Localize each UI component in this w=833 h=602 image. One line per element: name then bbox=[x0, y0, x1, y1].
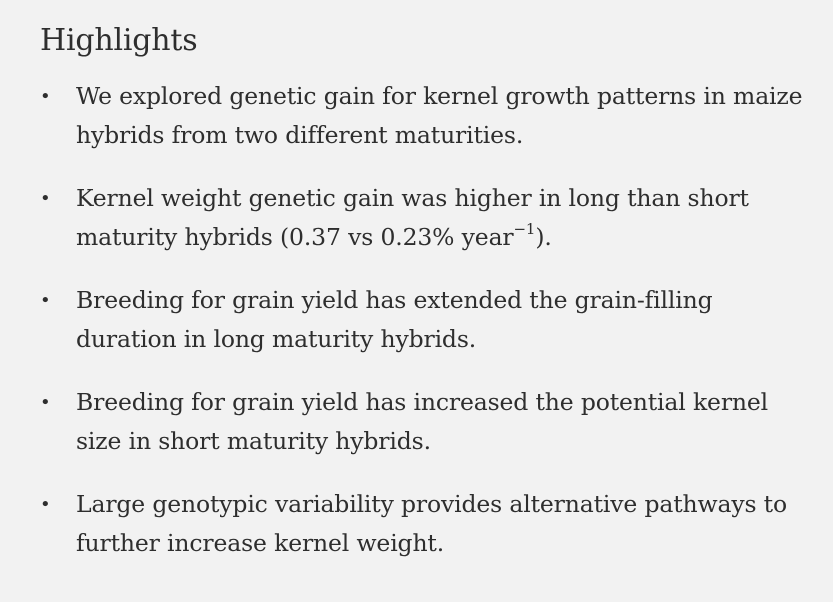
highlights-list: • We explored genetic gain for kernel gr… bbox=[40, 77, 813, 563]
list-item-text: Large genotypic variability provides alt… bbox=[76, 490, 787, 557]
section-title: Highlights bbox=[40, 23, 198, 58]
list-item: • Breeding for grain yield has extended … bbox=[40, 281, 813, 359]
list-item: • Large genotypic variability provides a… bbox=[40, 485, 813, 563]
superscript: −1 bbox=[513, 220, 536, 239]
bullet-icon: • bbox=[40, 494, 51, 515]
list-item-text-part: ). bbox=[535, 223, 552, 251]
list-item-text: Kernel weight genetic gain was higher in… bbox=[76, 184, 749, 251]
list-item: • Kernel weight genetic gain was higher … bbox=[40, 179, 813, 257]
list-item-text: We explored genetic gain for kernel grow… bbox=[76, 82, 803, 149]
list-item-text: Breeding for grain yield has extended th… bbox=[76, 286, 713, 353]
bullet-icon: • bbox=[40, 290, 51, 311]
list-item: • Breeding for grain yield has increased… bbox=[40, 383, 813, 461]
list-item-text: Breeding for grain yield has increased t… bbox=[76, 388, 769, 455]
bullet-icon: • bbox=[40, 188, 51, 209]
bullet-icon: • bbox=[40, 86, 51, 107]
bullet-icon: • bbox=[40, 392, 51, 413]
list-item-text-part: Kernel weight genetic gain was higher in… bbox=[76, 184, 749, 251]
list-item: • We explored genetic gain for kernel gr… bbox=[40, 77, 813, 155]
